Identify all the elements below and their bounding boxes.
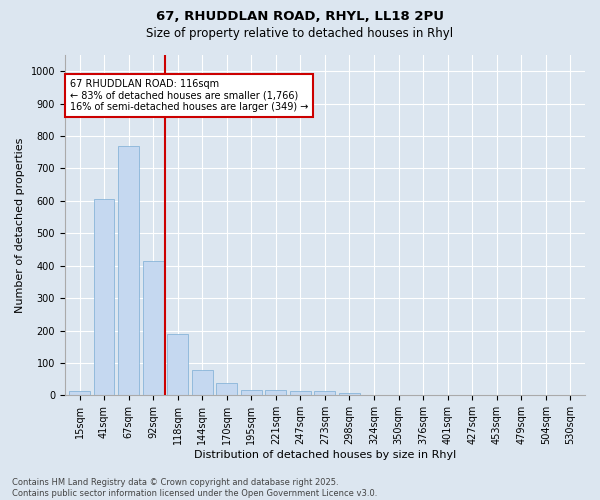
Bar — [241, 390, 262, 396]
Bar — [167, 334, 188, 396]
Bar — [265, 390, 286, 396]
Bar — [339, 394, 360, 396]
Y-axis label: Number of detached properties: Number of detached properties — [15, 138, 25, 313]
Bar — [290, 392, 311, 396]
Bar — [192, 370, 212, 396]
Bar — [314, 392, 335, 396]
Text: Contains HM Land Registry data © Crown copyright and database right 2025.
Contai: Contains HM Land Registry data © Crown c… — [12, 478, 377, 498]
Bar — [143, 261, 164, 396]
Text: Size of property relative to detached houses in Rhyl: Size of property relative to detached ho… — [146, 28, 454, 40]
Bar — [69, 391, 90, 396]
Bar — [217, 383, 237, 396]
Bar — [94, 199, 115, 396]
Text: 67, RHUDDLAN ROAD, RHYL, LL18 2PU: 67, RHUDDLAN ROAD, RHYL, LL18 2PU — [156, 10, 444, 23]
Text: 67 RHUDDLAN ROAD: 116sqm
← 83% of detached houses are smaller (1,766)
16% of sem: 67 RHUDDLAN ROAD: 116sqm ← 83% of detach… — [70, 79, 308, 112]
X-axis label: Distribution of detached houses by size in Rhyl: Distribution of detached houses by size … — [194, 450, 456, 460]
Bar — [118, 146, 139, 396]
